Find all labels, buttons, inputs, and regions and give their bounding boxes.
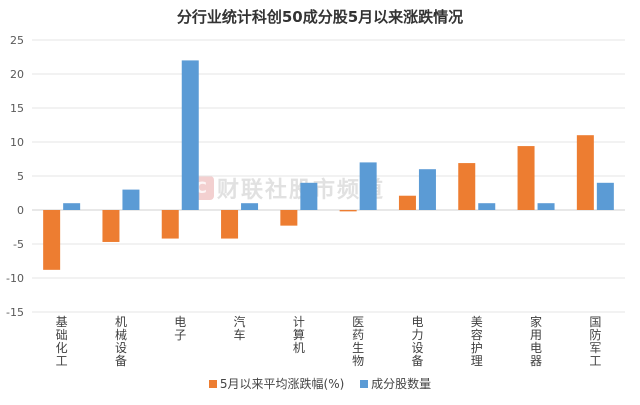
bar-avg-change: [339, 210, 357, 212]
x-tick-label: 家用电器: [530, 314, 542, 368]
y-tick-label: 15: [10, 102, 24, 115]
y-tick-label: 5: [17, 170, 24, 183]
bar-stock-count: [122, 189, 140, 210]
chart-title: 分行业统计科创50成分股5月以来涨跌情况: [176, 8, 464, 26]
bar-stock-count: [418, 169, 436, 210]
bar-stock-count: [478, 203, 496, 210]
bar-avg-change: [102, 210, 120, 242]
y-tick-label: -10: [6, 272, 24, 285]
bar-stock-count: [63, 203, 81, 210]
legend-swatch-stock-count: [360, 379, 369, 388]
bar-avg-change: [576, 135, 594, 210]
y-tick-label: 10: [10, 136, 24, 149]
x-tick-label: 国防军工: [589, 315, 601, 368]
bar-stock-count: [241, 203, 259, 210]
y-tick-label: 25: [10, 34, 24, 47]
bar-stock-count: [300, 182, 318, 210]
bar-stock-count: [181, 60, 199, 211]
bar-avg-change: [161, 210, 179, 239]
legend-item-stock-count: 成分股数量: [360, 375, 431, 392]
x-tick-label: 医药生物: [352, 315, 364, 368]
legend-swatch-avg-change: [208, 379, 217, 388]
legend-item-avg-change: 5月以来平均涨跌幅(%): [208, 375, 345, 392]
bar-avg-change: [458, 163, 476, 210]
bar-avg-change: [517, 146, 535, 210]
x-tick-label: 基础化工: [56, 315, 68, 368]
x-tick-label: 美容护理: [471, 315, 483, 368]
bar-avg-change: [280, 210, 298, 226]
bar-avg-change: [221, 210, 239, 239]
y-tick-label: -15: [6, 306, 24, 319]
x-tick-label: 计算机: [293, 315, 305, 355]
legend-label-avg-change: 5月以来平均涨跌幅(%): [219, 377, 345, 391]
legend: 5月以来平均涨跌幅(%) 成分股数量: [0, 375, 640, 392]
x-tick-label: 电力设备: [411, 315, 423, 368]
x-tick-label: 电子: [174, 315, 186, 342]
y-tick-label: 0: [17, 204, 24, 217]
bar-avg-change: [398, 195, 416, 210]
watermark-text: 财联社股市频道: [217, 178, 385, 203]
bar-stock-count: [359, 162, 377, 210]
y-tick-label: -5: [13, 238, 24, 251]
bar-stock-count: [596, 182, 614, 210]
x-tick-label: 机械设备: [115, 315, 127, 368]
bar-stock-count: [537, 203, 555, 210]
bar-avg-change: [43, 210, 61, 270]
legend-label-stock-count: 成分股数量: [371, 377, 432, 391]
y-tick-label: 20: [10, 68, 24, 81]
x-tick-label: 汽车: [234, 314, 246, 342]
